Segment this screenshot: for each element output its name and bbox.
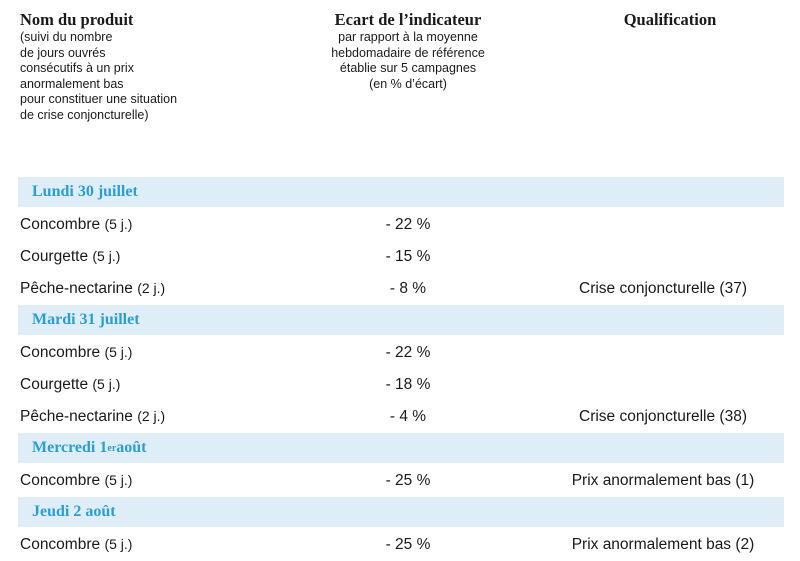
product-name: Concombre (20, 536, 101, 553)
date-label: Mardi 31 juillet (32, 311, 140, 328)
date-band: Mercredi 1 er août (18, 433, 784, 463)
date-band: Mardi 31 juillet (18, 305, 784, 335)
table-row: Concombre (5 j.) - 25 % Prix anormalement … (18, 465, 784, 497)
product-days: (5 j.) (92, 376, 121, 392)
date-label: Lundi 30 juillet (32, 183, 138, 200)
product-cell: Courgette (5 j.) (20, 376, 120, 394)
ecart-cell: - 18 % (385, 376, 431, 393)
ecart-cell: - 15 % (385, 248, 431, 265)
date-superscript: er (107, 442, 117, 454)
table-row: Courgette (5 j.) - 18 % (18, 369, 784, 401)
header-ecart-note: par rapport à la moyenne hebdomadaire de… (331, 30, 485, 91)
product-cell: Concombre (5 j.) (20, 344, 132, 362)
product-days: (5 j.) (104, 536, 133, 552)
qualification-cell: Crise conjoncturelle (37) (579, 280, 747, 297)
product-days: (5 j.) (104, 344, 133, 360)
date-band: Lundi 30 juillet (18, 177, 784, 207)
product-days: (5 j.) (104, 216, 133, 232)
product-cell: Concombre (5 j.) (20, 472, 132, 490)
header-ecart-column: Ecart de l’indicateur par rapport à la m… (298, 10, 518, 92)
qualification-cell: Crise conjoncturelle (38) (579, 408, 747, 425)
product-name: Pêche-nectarine (20, 408, 133, 425)
header-qualification-column: Qualification (560, 10, 780, 30)
header-product-column: Nom du produit (suivi du nombre de jours… (20, 10, 260, 123)
ecart-cell: - 22 % (385, 344, 431, 361)
product-cell: Pêche-nectarine (2 j.) (20, 408, 165, 426)
product-name: Concombre (20, 216, 101, 233)
table-row: Pêche-nectarine (2 j.) - 4 % Crise conjonc… (18, 401, 784, 433)
date-label-tail: août (116, 439, 147, 456)
product-days: (5 j.) (92, 248, 121, 264)
date-band: Jeudi 2 août (18, 497, 784, 527)
product-cell: Courgette (5 j.) (20, 248, 120, 266)
ecart-cell: - 22 % (385, 216, 431, 233)
product-name: Courgette (20, 376, 89, 393)
header-ecart-title: Ecart de l’indicateur (334, 10, 482, 29)
date-label: Jeudi 2 août (32, 503, 116, 520)
qualification-cell: Prix anormalement bas (2) (571, 536, 755, 553)
product-name: Courgette (20, 248, 89, 265)
header-product-title: Nom du produit (20, 10, 134, 29)
table-header: Nom du produit (suivi du nombre de jours… (0, 0, 800, 172)
product-cell: Pêche-nectarine (2 j.) (20, 280, 165, 298)
product-days: (2 j.) (137, 280, 166, 296)
product-name: Concombre (20, 472, 101, 489)
qualification-cell: Prix anormalement bas (1) (571, 472, 755, 489)
ecart-cell: - 4 % (389, 408, 427, 425)
product-name: Pêche-nectarine (20, 280, 133, 297)
header-product-note: (suivi du nombre de jours ouvrés consécu… (20, 30, 178, 122)
product-days: (2 j.) (137, 408, 166, 424)
product-cell: Concombre (5 j.) (20, 536, 132, 554)
table-row: Concombre (5 j.) - 22 % (18, 209, 784, 241)
ecart-cell: - 8 % (389, 280, 427, 297)
date-label: Mercredi 1 (32, 439, 108, 456)
product-cell: Concombre (5 j.) (20, 216, 132, 234)
ecart-cell: - 25 % (385, 536, 431, 553)
header-qualification-title: Qualification (623, 10, 717, 29)
table-row: Courgette (5 j.) - 15 % (18, 241, 784, 273)
product-days: (5 j.) (104, 472, 133, 488)
product-name: Concombre (20, 344, 101, 361)
ecart-cell: - 25 % (385, 472, 431, 489)
table-body: Lundi 30 juillet Concombre (5 j.) - 22 % Co… (18, 177, 784, 561)
table-row: Concombre (5 j.) - 22 % (18, 337, 784, 369)
table-row: Pêche-nectarine (2 j.) - 8 % Crise conjonc… (18, 273, 784, 305)
table-row: Concombre (5 j.) - 25 % Prix anormalement … (18, 529, 784, 561)
